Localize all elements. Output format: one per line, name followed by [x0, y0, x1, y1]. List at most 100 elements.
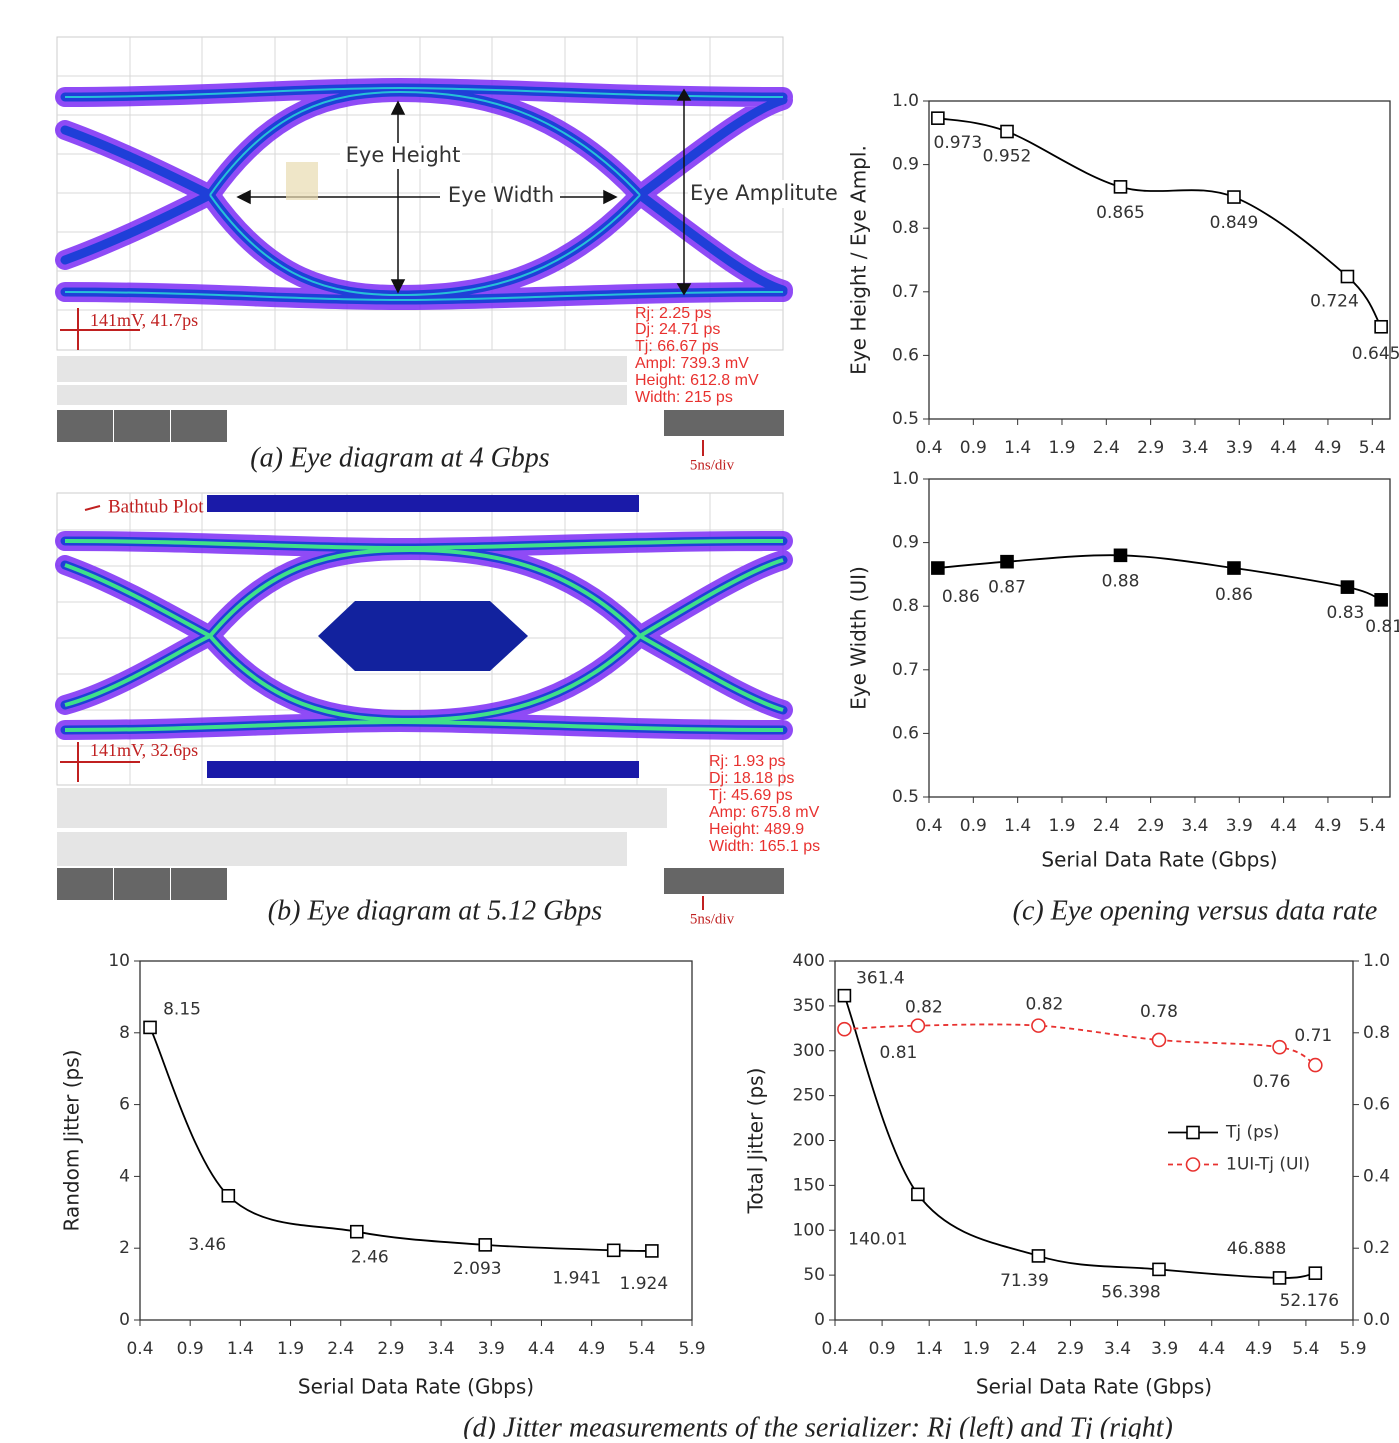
- y-tick-label: 4: [119, 1166, 130, 1186]
- y-tick-label: 6: [119, 1095, 130, 1115]
- x-tick-label: 3.9: [1226, 438, 1253, 458]
- data-label: 0.849: [1210, 213, 1259, 233]
- chart: 0501001502002503003504000.00.20.40.60.81…: [744, 951, 1391, 1399]
- y-tick-label: 0.7: [892, 282, 919, 302]
- x-tick-label: 2.9: [1137, 438, 1164, 458]
- x-tick-label: 0.9: [960, 438, 987, 458]
- marker: [911, 1019, 924, 1032]
- data-label: 1.924: [620, 1274, 669, 1294]
- scale-label: 141mV, 41.7ps: [90, 310, 198, 330]
- marker: [1273, 1041, 1286, 1054]
- x-tick-label: 3.4: [428, 1339, 455, 1359]
- series-line: [150, 1027, 652, 1251]
- data-label: 0.645: [1352, 344, 1399, 364]
- marker: [1001, 126, 1013, 138]
- data-label: 0.952: [983, 147, 1032, 167]
- data-label: 0.76: [1253, 1072, 1291, 1092]
- y2-tick-label: 0.2: [1363, 1238, 1390, 1258]
- marker: [1152, 1033, 1165, 1046]
- y-tick-label: 0.8: [892, 218, 919, 238]
- marker: [1114, 181, 1126, 193]
- y-tick-label: 100: [793, 1220, 825, 1240]
- measurement: Height: 489.9: [709, 821, 804, 838]
- marker: [222, 1190, 234, 1202]
- data-label: 0.86: [942, 587, 980, 607]
- marker: [608, 1244, 620, 1256]
- data-label: 0.865: [1096, 203, 1145, 223]
- x-tick-label: 2.4: [1010, 1339, 1037, 1359]
- marker: [932, 112, 944, 124]
- measurement: Rj: 1.93 ps: [709, 753, 785, 770]
- y2-tick-label: 1.0: [1363, 951, 1390, 971]
- measurement: Width: 165.1 ps: [709, 838, 820, 855]
- data-label: 361.4: [856, 969, 905, 989]
- x-axis-label: Serial Data Rate (Gbps): [1041, 848, 1277, 872]
- marker: [1032, 1250, 1044, 1262]
- x-tick-label: 1.4: [1004, 438, 1031, 458]
- x-tick-label: 0.4: [915, 816, 942, 836]
- y-tick-label: 0.5: [892, 787, 919, 807]
- figure: Eye Height Eye Width Eye Amplitute 141mV…: [0, 0, 1399, 1439]
- eye-diagram-a: Eye Height Eye Width Eye Amplitute 141mV…: [57, 37, 838, 473]
- annotation: Eye Height: [346, 143, 461, 167]
- x-tick-label: 3.4: [1181, 816, 1208, 836]
- time-div: 5ns/div: [690, 911, 735, 927]
- marker: [1375, 594, 1387, 606]
- y-axis-label: Total Jitter (ps): [744, 1068, 768, 1215]
- x-tick-label: 2.9: [1137, 816, 1164, 836]
- y-tick-label: 250: [793, 1086, 825, 1106]
- x-tick-label: 1.4: [227, 1339, 254, 1359]
- x-tick-label: 1.9: [277, 1339, 304, 1359]
- data-label: 140.01: [848, 1229, 907, 1249]
- scale-label: 141mV, 32.6ps: [90, 740, 198, 760]
- marker: [932, 562, 944, 574]
- data-label: 56.398: [1101, 1282, 1160, 1302]
- measurement: Height: 612.8 mV: [635, 372, 759, 389]
- annotation: Eye Width: [448, 183, 554, 207]
- data-label: 0.87: [988, 578, 1026, 598]
- eye-diagram-b: Bathtub Plot 141mV, 32.6ps Rj: 1.93 ps D…: [57, 493, 820, 927]
- plot-frame: [140, 961, 692, 1320]
- x-tick-label: 2.4: [1093, 438, 1120, 458]
- x-tick-label: 0.4: [821, 1339, 848, 1359]
- marker: [1375, 321, 1387, 333]
- marker: [1001, 556, 1013, 568]
- x-tick-label: 5.9: [1339, 1339, 1366, 1359]
- y-axis-label: Eye Width (UI): [847, 566, 871, 710]
- x-tick-label: 3.4: [1104, 1339, 1131, 1359]
- data-label: 0.82: [905, 998, 943, 1018]
- x-tick-label: 4.4: [1270, 816, 1297, 836]
- x-tick-label: 2.4: [327, 1339, 354, 1359]
- x-axis-label: Serial Data Rate (Gbps): [976, 1375, 1212, 1399]
- y2-tick-label: 0.6: [1363, 1095, 1390, 1115]
- x-tick-label: 4.9: [578, 1339, 605, 1359]
- marker: [1187, 1158, 1200, 1171]
- annotation: Eye Amplitute: [690, 181, 838, 205]
- y-tick-label: 1.0: [892, 91, 919, 111]
- data-label: 2.093: [453, 1259, 502, 1279]
- x-tick-label: 4.9: [1314, 438, 1341, 458]
- x-tick-label: 4.4: [1270, 438, 1297, 458]
- x-tick-label: 0.9: [869, 1339, 896, 1359]
- data-label: 0.82: [1026, 995, 1064, 1015]
- legend-label: 1UI-Tj (UI): [1226, 1155, 1310, 1175]
- data-label: 0.81: [1365, 617, 1399, 637]
- caption: (c) Eye opening versus data rate: [1013, 895, 1378, 926]
- marker: [1228, 562, 1240, 574]
- x-tick-label: 1.4: [916, 1339, 943, 1359]
- marker: [1228, 191, 1240, 203]
- y-tick-label: 50: [803, 1265, 825, 1285]
- data-label: 71.39: [1000, 1271, 1049, 1291]
- marker: [1274, 1272, 1286, 1284]
- x-tick-label: 4.9: [1314, 816, 1341, 836]
- y2-tick-label: 0.8: [1363, 1023, 1390, 1043]
- x-tick-label: 0.4: [915, 438, 942, 458]
- y-tick-label: 10: [108, 951, 130, 971]
- data-label: 52.176: [1280, 1291, 1339, 1311]
- marker: [838, 1023, 851, 1036]
- measurement: Tj: 45.69 ps: [709, 787, 793, 804]
- x-tick-label: 3.9: [1151, 1339, 1178, 1359]
- measurement: Amp: 675.8 mV: [709, 804, 820, 821]
- y-tick-label: 0: [814, 1310, 825, 1330]
- x-tick-label: 4.9: [1245, 1339, 1272, 1359]
